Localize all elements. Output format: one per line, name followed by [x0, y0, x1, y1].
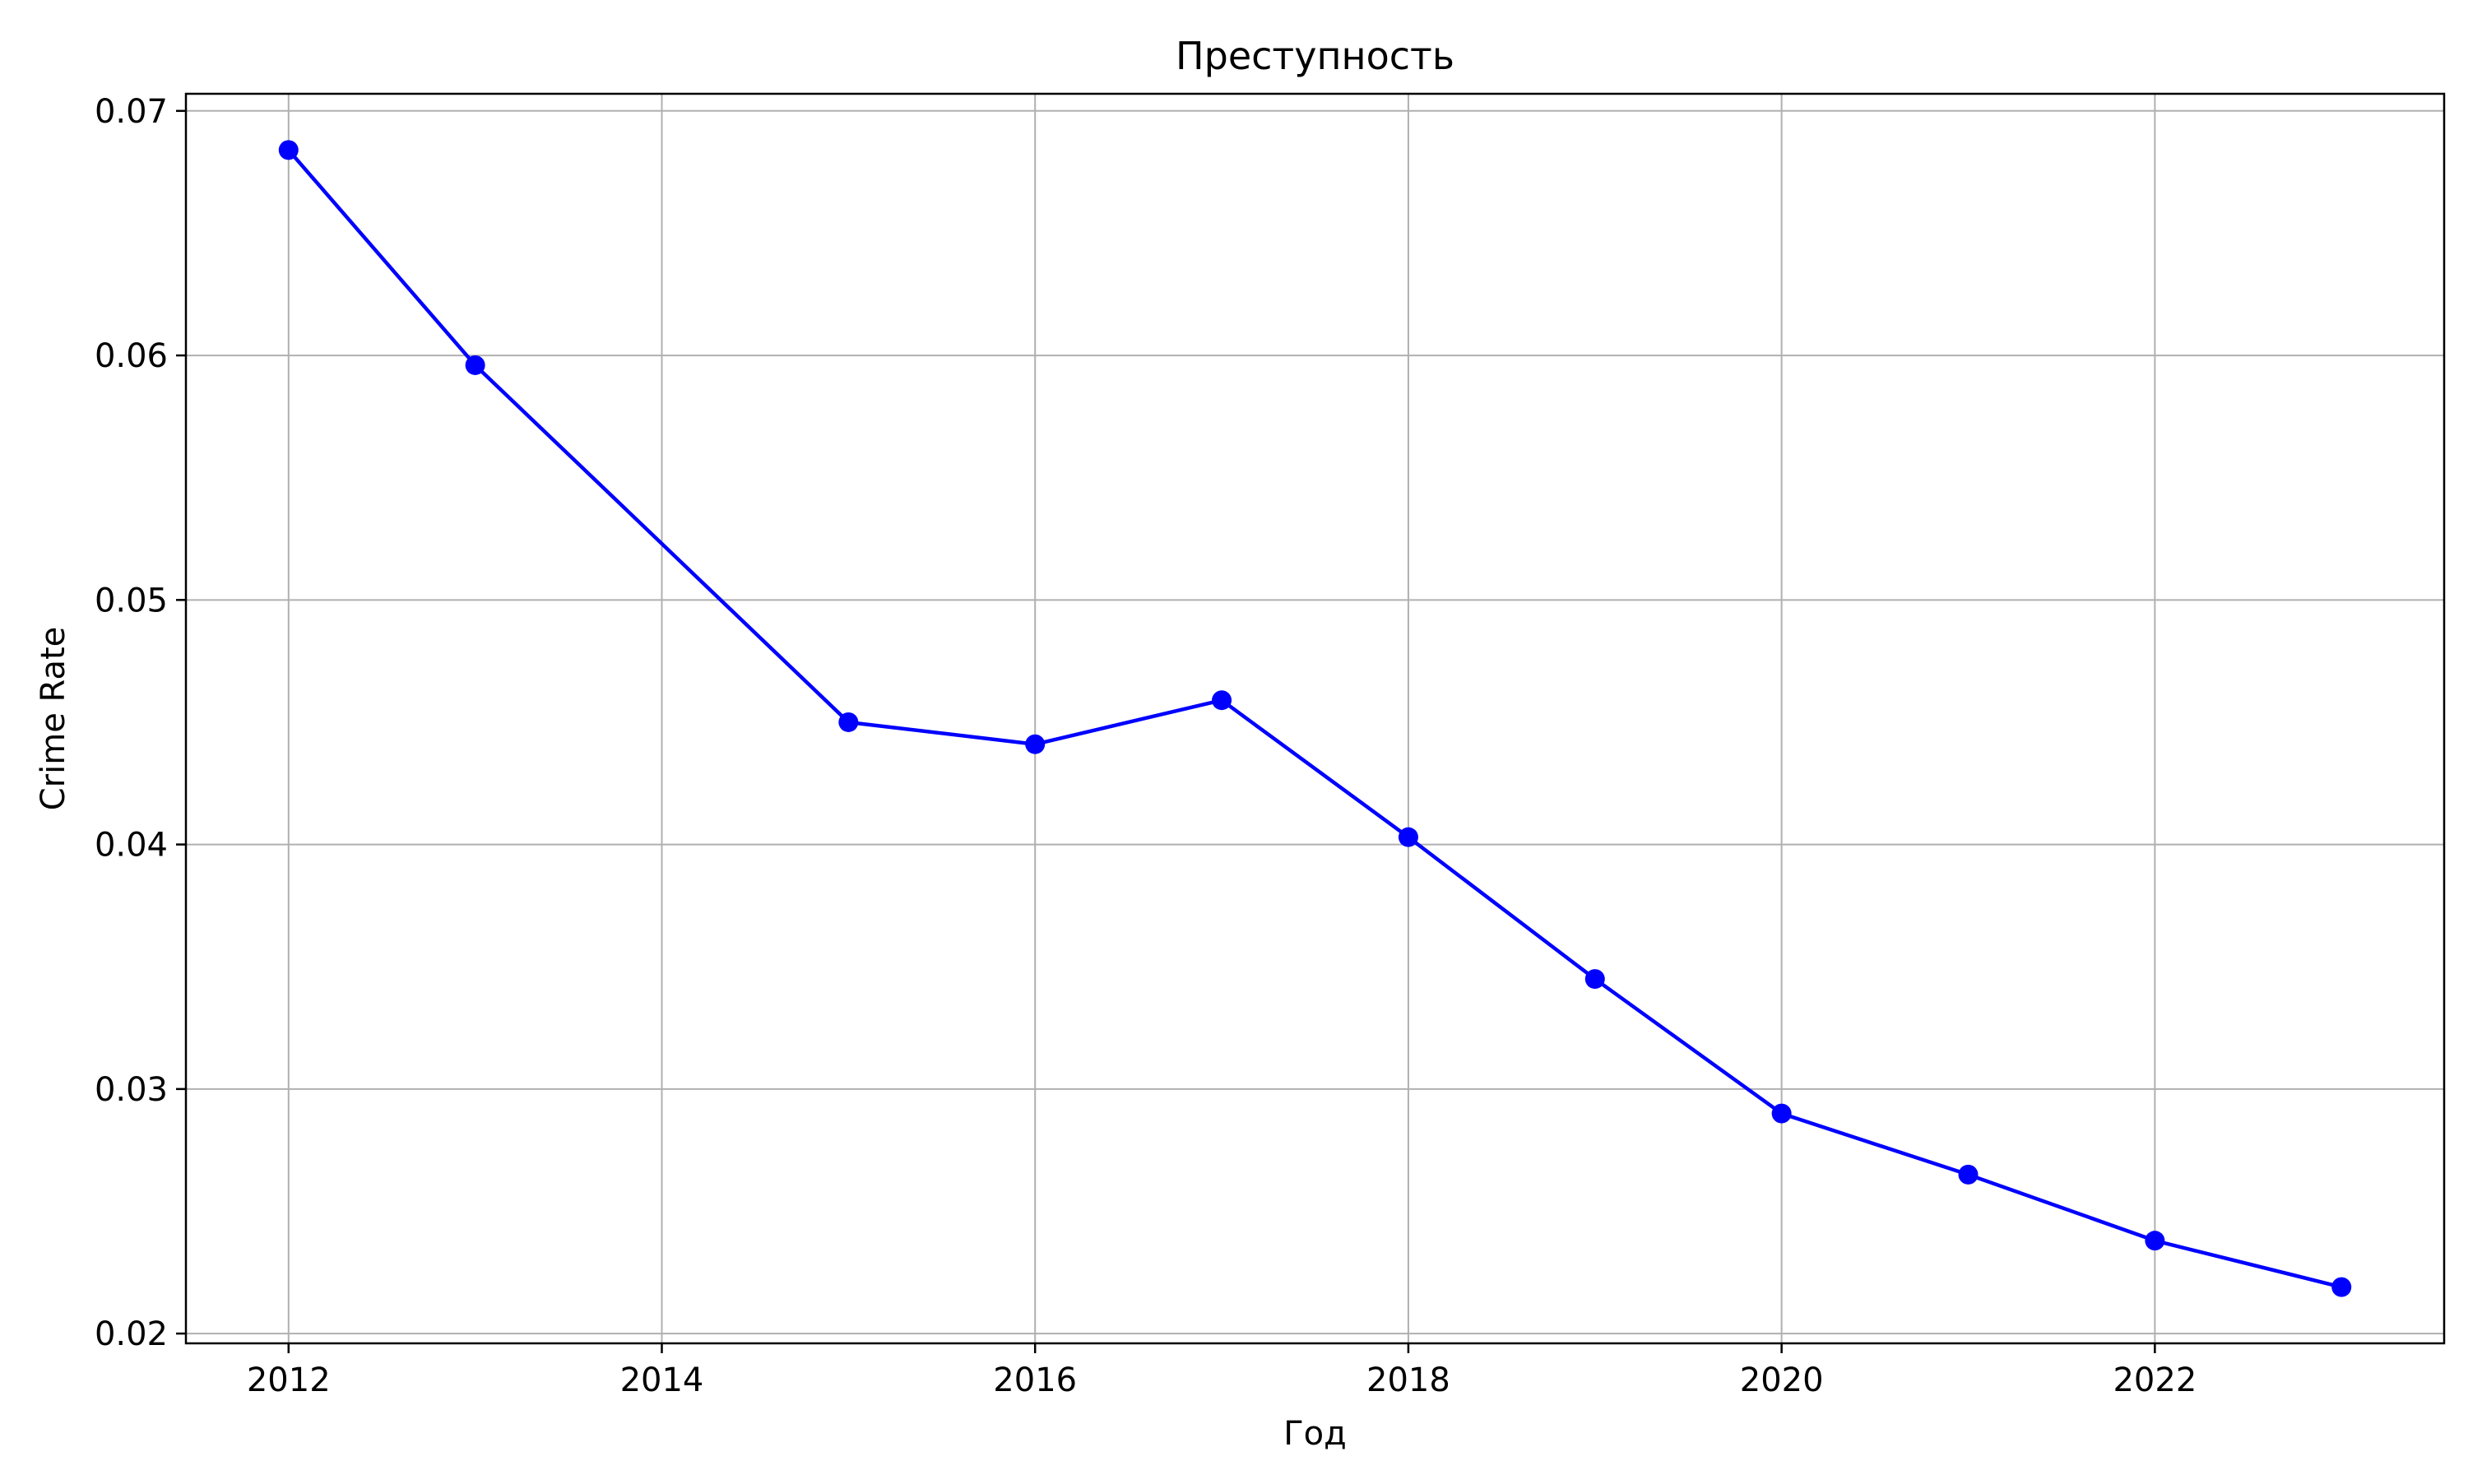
data-point [465, 355, 485, 375]
y-tick-label: 0.06 [95, 337, 168, 375]
data-point [2331, 1277, 2352, 1297]
x-axis-label: Год [1283, 1415, 1347, 1453]
data-point [1958, 1164, 1979, 1185]
data-point [2145, 1231, 2165, 1251]
y-axis-label: Crime Rate [35, 627, 72, 811]
data-point [1584, 969, 1605, 990]
x-tick-label: 2018 [1366, 1361, 1450, 1399]
y-tick-label: 0.02 [95, 1315, 168, 1353]
x-tick-label: 2016 [993, 1361, 1077, 1399]
data-point [1771, 1103, 1792, 1124]
series-layer [278, 140, 2352, 1297]
data-point [1398, 827, 1418, 847]
y-tick-label: 0.04 [95, 827, 168, 865]
x-axis: 2012 2014 2016 2018 2020 2022 [247, 1343, 2197, 1399]
x-tick-label: 2012 [247, 1361, 331, 1399]
y-tick-label: 0.03 [95, 1071, 168, 1109]
x-tick-label: 2022 [2113, 1361, 2197, 1399]
data-point [278, 140, 299, 160]
x-tick-label: 2014 [620, 1361, 704, 1399]
data-point [1212, 690, 1232, 711]
y-axis: 0.02 0.03 0.04 0.05 0.06 0.07 [95, 93, 186, 1353]
x-tick-label: 2020 [1740, 1361, 1824, 1399]
grid [186, 94, 2444, 1343]
data-point [838, 712, 859, 732]
y-tick-label: 0.05 [95, 582, 168, 619]
chart-title: Преступность [1176, 34, 1454, 78]
y-tick-label: 0.07 [95, 93, 168, 131]
data-point [1025, 734, 1046, 754]
plot-area-frame [184, 92, 2446, 1345]
